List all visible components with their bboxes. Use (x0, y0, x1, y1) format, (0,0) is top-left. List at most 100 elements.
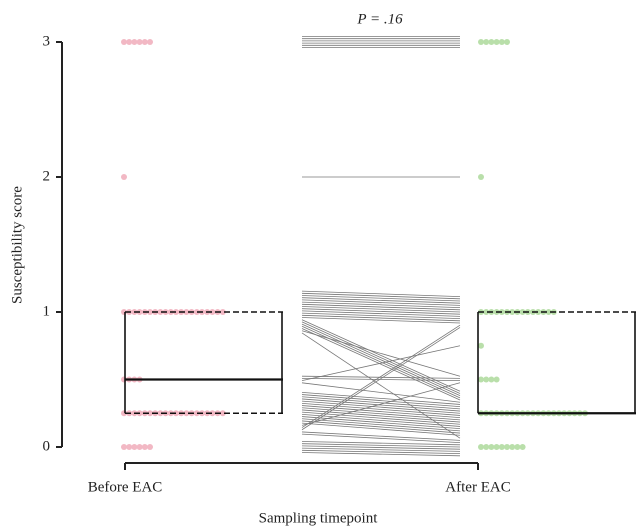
pair-line (301, 297, 461, 304)
dot (131, 444, 138, 450)
dot (147, 39, 153, 45)
dot (498, 39, 505, 45)
dot (157, 309, 164, 315)
pair-line (301, 317, 461, 324)
pair-line (301, 433, 461, 443)
dot (504, 444, 510, 450)
pair-line (301, 324, 461, 428)
dot (141, 444, 148, 450)
pair-line (301, 411, 461, 425)
dot (498, 444, 505, 450)
dot (131, 39, 138, 45)
dot (514, 444, 521, 450)
dot (493, 376, 500, 383)
pair-line (301, 445, 461, 450)
pair-line (301, 396, 461, 410)
pair-line (301, 398, 461, 412)
pair-line (301, 308, 461, 315)
dot (136, 444, 143, 450)
dot (509, 309, 516, 315)
dot (488, 39, 495, 45)
pair-line (301, 382, 461, 403)
dot (493, 444, 500, 450)
pair-line (301, 345, 461, 381)
pair-line (301, 402, 461, 416)
pair-line (301, 394, 461, 408)
pair-line (301, 375, 461, 379)
dot (519, 309, 526, 315)
dot (193, 410, 200, 417)
dot (157, 410, 164, 417)
y-tick-label: 0 (43, 438, 51, 454)
y-tick-label: 3 (43, 33, 51, 49)
dot (478, 39, 484, 45)
y-axis-label: Susceptibility score (9, 186, 25, 304)
pair-line (301, 312, 461, 319)
dot (509, 444, 516, 450)
pair-line (301, 295, 461, 302)
dot (183, 309, 190, 315)
dot (183, 410, 190, 417)
pair-line (301, 405, 461, 419)
dot (478, 342, 484, 349)
pair-line (301, 323, 461, 397)
pair-line (301, 447, 461, 452)
pair-line (301, 422, 461, 436)
dot (535, 309, 542, 315)
pair-line (301, 443, 461, 448)
dot (193, 309, 200, 315)
pair-line (301, 310, 461, 317)
dot (483, 309, 490, 315)
dot (545, 309, 552, 315)
pair-line (301, 299, 461, 306)
pair-line (301, 327, 461, 431)
pair-line (301, 301, 461, 308)
dot (136, 39, 143, 45)
pair-line (301, 330, 461, 377)
dot (488, 444, 495, 450)
dot (126, 39, 133, 45)
x-tick-label: Before EAC (88, 479, 163, 495)
pair-line (301, 391, 461, 405)
dot (209, 309, 216, 315)
dot (121, 444, 127, 450)
pair-line (301, 407, 461, 421)
pair-line (301, 290, 461, 297)
pair-line (301, 292, 461, 300)
pair-line (301, 449, 461, 454)
pair-line (301, 314, 461, 322)
x-tick-label: After EAC (445, 479, 510, 495)
pair-line (301, 413, 461, 427)
pair-line (301, 441, 461, 446)
dot (121, 174, 127, 180)
dot (209, 410, 216, 417)
pair-line (301, 420, 461, 434)
dot (478, 174, 484, 180)
dot (147, 444, 153, 450)
dot (147, 410, 153, 417)
dot (483, 444, 490, 450)
dot (504, 39, 510, 45)
dot (478, 444, 484, 450)
pair-line (301, 431, 461, 441)
pair-line (301, 418, 461, 432)
pair-line (301, 452, 461, 457)
dot (483, 376, 490, 383)
pair-line (301, 378, 461, 381)
pair-line (301, 409, 461, 423)
pair-line (301, 332, 461, 439)
pair-line (301, 303, 461, 311)
dot (141, 39, 148, 45)
dot (121, 39, 127, 45)
pair-line (301, 321, 461, 394)
dot (478, 376, 484, 383)
dot (219, 309, 226, 315)
dot (219, 410, 226, 417)
dot (493, 39, 500, 45)
pair-line (301, 306, 461, 313)
y-tick-label: 2 (43, 168, 51, 184)
y-tick-label: 1 (43, 303, 51, 319)
pair-line (301, 325, 461, 399)
pair-line (301, 319, 461, 392)
